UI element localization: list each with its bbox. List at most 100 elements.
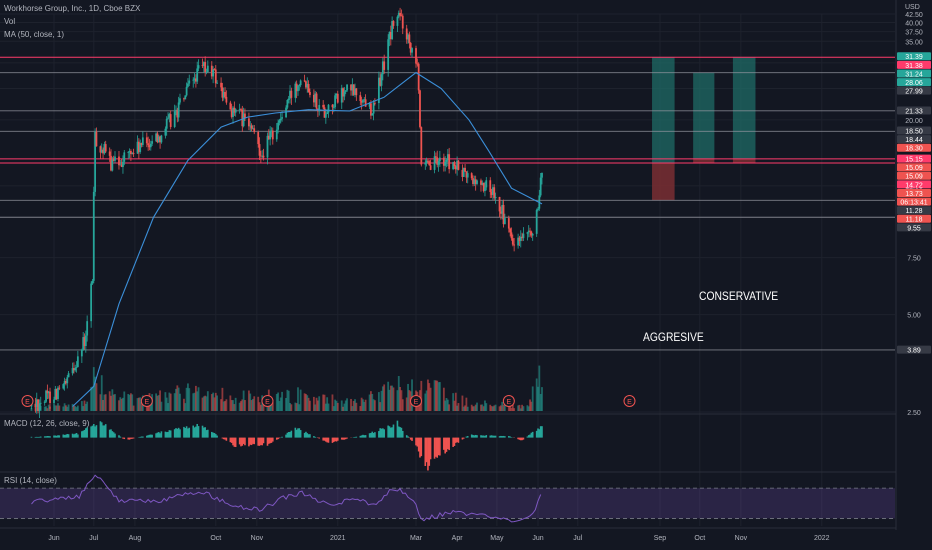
volume-bar	[242, 390, 245, 411]
macd-bar	[46, 436, 49, 438]
volume-bar	[252, 398, 254, 411]
time-tick-label: Apr	[452, 535, 464, 542]
volume-bar	[494, 404, 497, 411]
candle-body	[165, 118, 168, 129]
volume-bar	[140, 402, 143, 411]
macd-bar	[306, 433, 309, 438]
candle-body	[196, 68, 199, 82]
volume-legend: Vol	[4, 17, 16, 26]
candle-body	[466, 173, 469, 178]
candle-body	[381, 61, 384, 75]
candle-body	[47, 391, 50, 394]
macd-bar	[326, 437, 328, 443]
candle-body	[53, 399, 55, 403]
volume-bar	[372, 399, 375, 411]
macd-bar	[509, 436, 511, 438]
volume-bar	[193, 392, 196, 411]
candle-body	[201, 65, 204, 66]
price-tick-label: 42.50	[905, 12, 923, 19]
candle-body	[262, 155, 265, 158]
macd-bar	[242, 437, 245, 444]
price-label-text: 9.55	[907, 225, 921, 232]
macd-bar	[530, 432, 533, 438]
earnings-marker-icon	[21, 395, 34, 407]
candle-body	[474, 179, 477, 184]
candle-body	[453, 162, 456, 167]
time-tick-label: May	[490, 535, 504, 542]
volume-bar	[43, 406, 46, 411]
volume-bar	[407, 383, 409, 411]
price-label-badge	[897, 189, 931, 198]
macd-bar	[195, 426, 197, 438]
candle-body	[65, 380, 67, 384]
volume-bar	[289, 402, 291, 411]
volume-bar	[380, 390, 383, 411]
volume-bar	[197, 387, 200, 411]
macd-bar	[30, 436, 33, 438]
candle-body	[112, 159, 115, 161]
macd-bar	[179, 429, 181, 438]
macd-bar	[298, 428, 301, 438]
candle-body	[541, 172, 543, 178]
macd-bar	[37, 436, 39, 438]
volume-bar	[521, 404, 523, 411]
macd-bar	[374, 432, 376, 438]
candle-body	[222, 92, 225, 98]
macd-bar	[128, 437, 131, 440]
candle-body	[141, 137, 144, 145]
volume-bar	[222, 401, 225, 411]
candle-body	[527, 230, 530, 233]
aggressive-annotation: AGGRESIVE	[643, 330, 704, 344]
volume-bar	[434, 380, 437, 411]
candle-body	[518, 237, 521, 241]
macd-bar	[260, 437, 262, 446]
macd-bar	[47, 436, 50, 438]
macd-bar	[100, 422, 103, 438]
volume-bar	[448, 404, 451, 411]
price-label-text: 15.15	[905, 157, 923, 164]
macd-bar	[271, 437, 274, 442]
volume-bar	[507, 404, 510, 411]
volume-bar	[244, 400, 246, 411]
volume-bar	[420, 380, 423, 411]
candle-body	[82, 337, 85, 350]
volume-bar	[194, 385, 197, 411]
candle-body	[114, 156, 116, 161]
macd-bar	[443, 437, 445, 450]
moving-average	[72, 71, 543, 407]
volume-bar	[76, 405, 79, 411]
candle-body	[461, 169, 464, 177]
volume-bar	[501, 401, 504, 411]
candle-body	[303, 80, 306, 82]
time-axis[interactable]: Jun Jul Aug Oct Nov 2021 Mar Apr May Jun Jul Sep Oct…	[48, 535, 829, 542]
candle-body	[315, 93, 318, 109]
macd-bar	[203, 427, 205, 438]
candle-body	[324, 113, 327, 118]
volume-bar	[470, 404, 473, 411]
time-tick-label: 2021	[330, 535, 346, 542]
price-label-badge	[897, 154, 931, 163]
macd-bar	[139, 436, 141, 438]
candle-body	[128, 151, 131, 152]
candle-body	[168, 114, 171, 118]
macd-bar	[517, 437, 519, 440]
macd-bar	[448, 437, 450, 451]
macd-bar	[168, 430, 171, 438]
macd-bar	[295, 429, 298, 438]
volume-bar	[362, 399, 364, 411]
macd-bar	[399, 427, 401, 438]
candle-body	[344, 90, 347, 92]
time-tick-label: Oct	[210, 535, 221, 542]
volume-bar	[490, 406, 493, 411]
volume-bar	[160, 401, 163, 411]
price-label-badge	[897, 52, 931, 61]
price-tick-label: 5.00	[907, 313, 921, 320]
earnings-marker-label: E	[627, 399, 632, 406]
stop-zone	[732, 158, 756, 163]
target-zone	[693, 72, 715, 159]
macd-bar	[396, 420, 399, 438]
price-axis[interactable]: 0.00-2.0080.0040.0042.5040.0037.5035.003…	[895, 0, 932, 550]
volume-bar	[314, 404, 317, 411]
